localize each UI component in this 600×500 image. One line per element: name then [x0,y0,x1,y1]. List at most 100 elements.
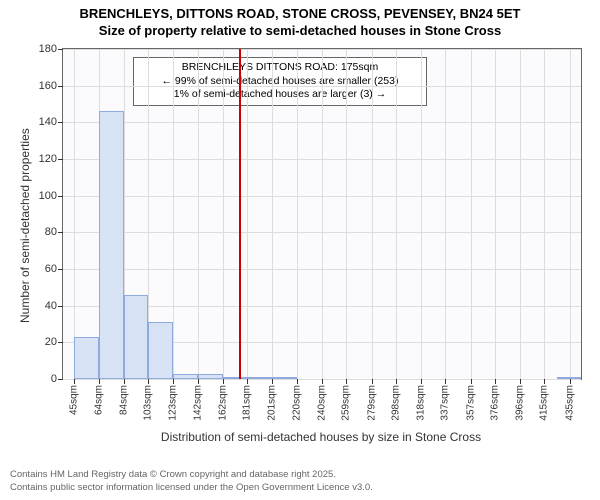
y-tick-mark [58,196,63,197]
grid-line-v [520,49,521,379]
x-tick-mark [495,379,496,384]
y-tick-mark [58,159,63,160]
x-tick-label: 142sqm [192,385,203,421]
x-tick-label: 84sqm [118,385,129,415]
grid-line-v [173,49,174,379]
y-tick-label: 60 [45,263,57,275]
x-tick-mark [346,379,347,384]
x-tick-label: 240sqm [317,385,328,421]
x-tick-mark [272,379,273,384]
grid-line-v [198,49,199,379]
x-tick-label: 201sqm [267,385,278,421]
title-line-1: BRENCHLEYS, DITTONS ROAD, STONE CROSS, P… [0,6,600,23]
grid-line-v [570,49,571,379]
x-tick-label: 220sqm [291,385,302,421]
grid-line-v [346,49,347,379]
y-tick-mark [58,122,63,123]
x-tick-mark [99,379,100,384]
y-tick-label: 140 [39,116,57,128]
y-tick-label: 180 [39,43,57,55]
histogram-bar [272,377,296,379]
x-tick-label: 435sqm [564,385,575,421]
x-tick-mark [471,379,472,384]
grid-line-v [74,49,75,379]
x-tick-label: 64sqm [93,385,104,415]
grid-line-v [247,49,248,379]
x-tick-label: 181sqm [242,385,253,421]
x-tick-label: 318sqm [416,385,427,421]
y-tick-label: 100 [39,190,57,202]
plot-area: BRENCHLEYS DITTONS ROAD: 175sqm ← 99% of… [62,48,582,380]
x-tick-mark [544,379,545,384]
y-tick-mark [58,306,63,307]
title-line-2: Size of property relative to semi-detach… [0,23,600,40]
histogram-bar [99,111,124,379]
grid-line-v [372,49,373,379]
x-tick-label: 396sqm [515,385,526,421]
x-tick-label: 279sqm [366,385,377,421]
x-tick-mark [297,379,298,384]
x-tick-mark [223,379,224,384]
grid-line-v [445,49,446,379]
x-tick-mark [124,379,125,384]
x-tick-mark [520,379,521,384]
x-tick-label: 357sqm [465,385,476,421]
grid-line-v [297,49,298,379]
x-tick-mark [396,379,397,384]
footer-credits: Contains HM Land Registry data © Crown c… [10,469,373,494]
histogram-bar [247,377,272,379]
y-tick-label: 40 [45,300,57,312]
y-tick-mark [58,49,63,50]
x-tick-label: 45sqm [69,385,80,415]
x-tick-mark [198,379,199,384]
x-axis-label: Distribution of semi-detached houses by … [62,430,580,444]
x-tick-mark [421,379,422,384]
histogram-bar [223,377,247,379]
grid-line-v [223,49,224,379]
annotation-box: BRENCHLEYS DITTONS ROAD: 175sqm ← 99% of… [133,57,427,106]
grid-line-v [272,49,273,379]
y-tick-mark [58,342,63,343]
footer-line-1: Contains HM Land Registry data © Crown c… [10,469,373,481]
y-tick-label: 20 [45,336,57,348]
histogram-bar [198,374,223,380]
marker-line [239,49,241,379]
x-tick-mark [445,379,446,384]
footer-line-2: Contains public sector information licen… [10,482,373,494]
y-tick-label: 120 [39,153,57,165]
y-axis-label: Number of semi-detached properties [18,128,32,323]
x-tick-label: 162sqm [217,385,228,421]
grid-line-v [396,49,397,379]
y-tick-mark [58,379,63,380]
y-tick-label: 0 [51,373,57,385]
x-tick-mark [322,379,323,384]
y-tick-mark [58,232,63,233]
grid-line-v [495,49,496,379]
annotation-line-1: BRENCHLEYS DITTONS ROAD: 175sqm [140,61,420,75]
chart-title: BRENCHLEYS, DITTONS ROAD, STONE CROSS, P… [0,0,600,40]
y-tick-label: 80 [45,226,57,238]
x-tick-mark [372,379,373,384]
grid-line-v [471,49,472,379]
x-tick-label: 123sqm [168,385,179,421]
x-tick-label: 376sqm [489,385,500,421]
grid-line-v [322,49,323,379]
annotation-line-3: 1% of semi-detached houses are larger (3… [140,88,420,102]
x-tick-label: 415sqm [539,385,550,421]
y-tick-label: 160 [39,80,57,92]
x-tick-label: 259sqm [341,385,352,421]
histogram-bar [173,374,197,380]
x-tick-label: 337sqm [440,385,451,421]
x-tick-mark [74,379,75,384]
x-tick-mark [148,379,149,384]
histogram-bar [148,322,173,379]
histogram-bar [557,377,581,379]
x-tick-mark [570,379,571,384]
grid-line-v [544,49,545,379]
x-tick-label: 103sqm [143,385,154,421]
chart-container: BRENCHLEYS, DITTONS ROAD, STONE CROSS, P… [0,0,600,500]
x-tick-mark [247,379,248,384]
histogram-bar [74,337,98,379]
x-tick-label: 298sqm [390,385,401,421]
histogram-bar [124,295,148,379]
